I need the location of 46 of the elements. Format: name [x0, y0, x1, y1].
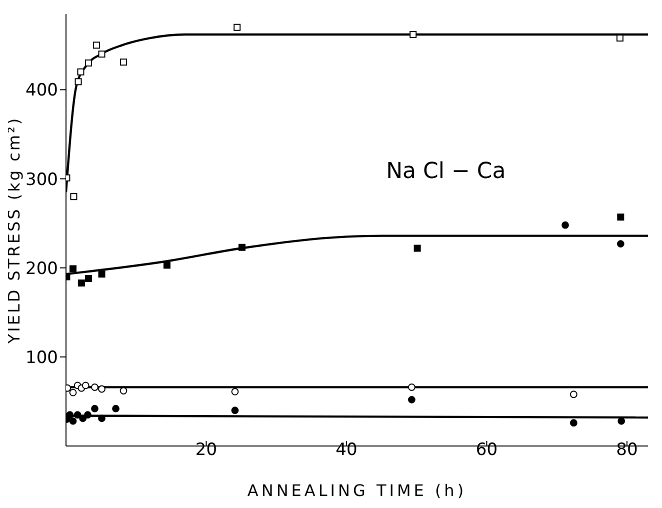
point — [234, 24, 241, 31]
point — [98, 270, 106, 278]
y-tick-label: 400 — [26, 80, 58, 101]
point — [238, 244, 246, 251]
annotation: Na Cl − Ca — [386, 159, 506, 184]
point — [112, 404, 120, 412]
point — [616, 240, 624, 248]
x-axis-title: ANNEALING TIME (h) — [247, 481, 467, 500]
point — [70, 193, 78, 200]
point — [163, 262, 170, 269]
point — [70, 265, 77, 272]
point — [69, 388, 77, 396]
point — [414, 244, 421, 252]
point — [79, 414, 87, 422]
point — [69, 417, 77, 425]
point — [562, 221, 569, 229]
point — [82, 382, 90, 390]
point — [74, 411, 82, 419]
point — [91, 384, 98, 391]
y-tick-label: 200 — [26, 258, 58, 279]
point — [120, 58, 127, 66]
y-tick-label: 100 — [26, 348, 58, 368]
point — [84, 275, 92, 282]
point — [98, 50, 106, 58]
point — [231, 388, 239, 396]
point — [78, 280, 85, 286]
point — [74, 78, 82, 86]
point — [66, 411, 74, 419]
point — [408, 396, 416, 404]
point — [570, 419, 578, 427]
point — [84, 59, 92, 66]
point — [120, 387, 128, 394]
point — [84, 411, 92, 419]
point — [617, 214, 624, 221]
point — [77, 68, 84, 76]
point — [408, 384, 416, 391]
point — [98, 385, 106, 393]
point — [98, 414, 106, 422]
point — [91, 404, 98, 412]
point — [618, 417, 626, 425]
point — [616, 34, 624, 42]
y-tick-label: 300 — [26, 170, 58, 190]
point — [231, 406, 239, 414]
point — [93, 42, 100, 49]
point — [570, 390, 578, 398]
point — [410, 30, 417, 38]
